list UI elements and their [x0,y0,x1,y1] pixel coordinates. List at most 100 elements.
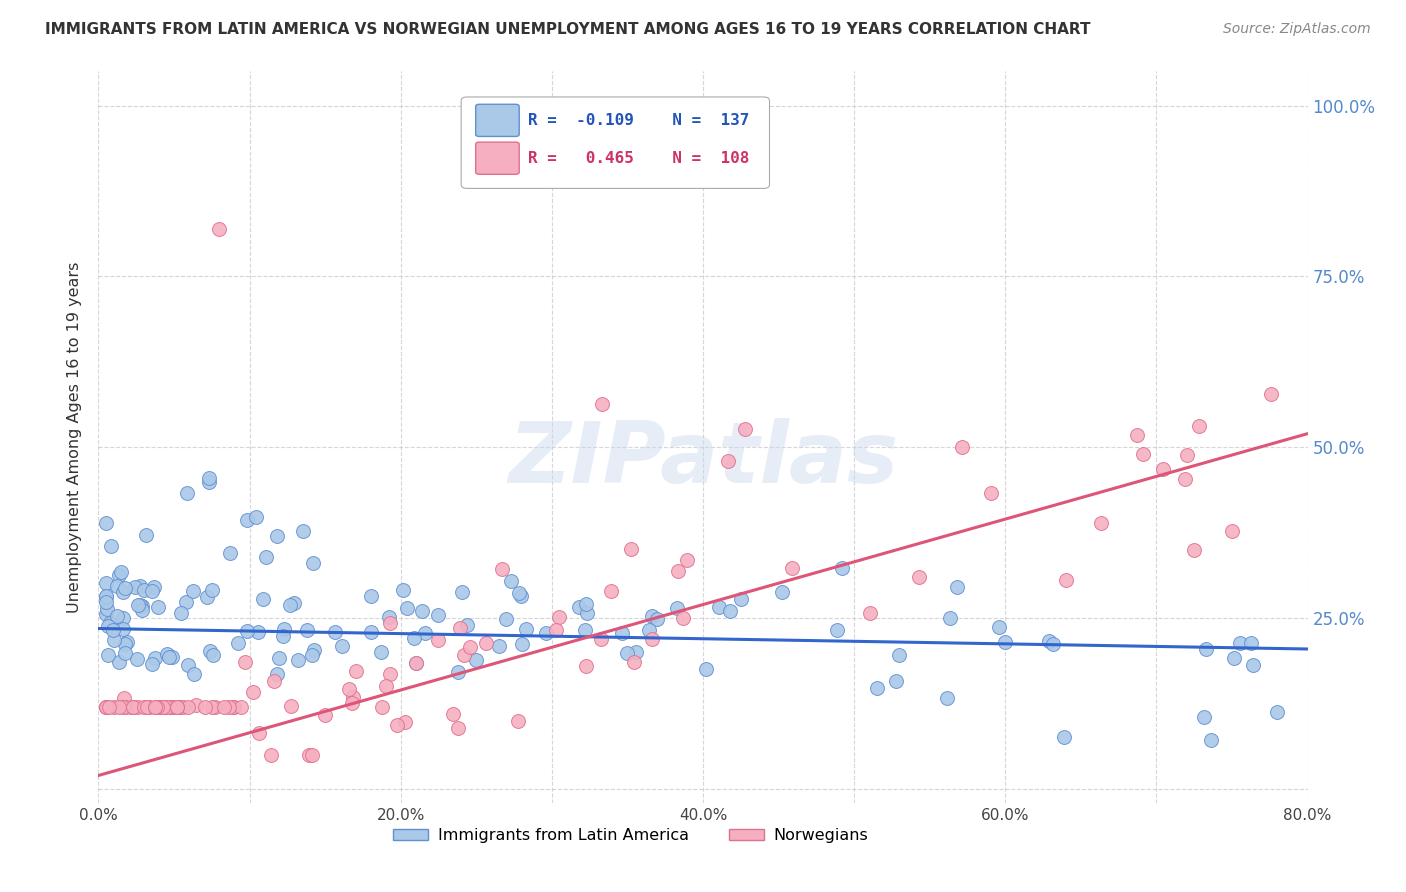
Text: IMMIGRANTS FROM LATIN AMERICA VS NORWEGIAN UNEMPLOYMENT AMONG AGES 16 TO 19 YEAR: IMMIGRANTS FROM LATIN AMERICA VS NORWEGI… [45,22,1091,37]
Point [378,666,401,681]
Point [508,714,530,728]
Point [97,648,120,663]
Point [1174,472,1197,486]
Point [246,624,269,639]
Point [177,658,200,673]
Point [616,646,638,660]
Point [884,674,907,689]
Point [153,700,176,714]
Legend: Immigrants from Latin America, Norwegians: Immigrants from Latin America, Norwegian… [387,822,875,850]
Point [491,561,513,575]
Point [105,579,128,593]
Point [676,552,699,566]
Point [152,700,174,714]
Point [283,596,305,610]
Point [236,513,259,527]
Point [378,615,401,630]
Point [1188,418,1211,433]
Point [127,700,149,714]
Point [141,657,163,672]
Point [94,607,117,621]
Point [426,608,449,623]
Point [1229,635,1251,649]
Point [278,598,301,612]
Point [304,643,326,657]
Point [226,636,249,650]
Point [1195,641,1218,656]
Point [200,583,222,598]
Point [112,585,135,599]
Point [176,486,198,500]
Point [548,609,571,624]
Point [136,700,159,714]
Point [370,645,392,659]
Point [94,700,117,714]
Point [97,619,120,633]
Point [509,589,531,603]
Point [172,700,194,714]
Point [134,700,156,714]
Point [125,651,148,665]
Point [323,625,346,640]
Point [495,612,517,626]
Point [252,591,274,606]
Point [94,516,117,531]
Point [589,632,612,646]
Point [377,610,399,624]
Point [536,626,558,640]
Point [138,700,160,714]
Point [330,639,353,653]
Point [131,599,153,613]
Point [148,700,170,714]
Point [488,639,510,653]
Point [730,591,752,606]
Point [197,471,219,485]
Point [1152,461,1174,475]
Point [111,700,134,714]
Point [451,584,474,599]
Point [135,528,157,542]
Point [121,700,143,714]
Point [204,700,226,714]
Point [224,700,246,714]
Point [475,636,498,650]
Point [413,625,436,640]
Point [94,700,117,714]
Point [198,475,221,489]
Point [392,582,415,597]
Point [184,698,207,712]
Point [114,637,136,651]
Point [707,599,730,614]
Point [218,700,240,714]
Point [385,717,408,731]
Point [515,622,537,636]
Point [510,637,533,651]
Point [314,708,336,723]
FancyBboxPatch shape [475,142,519,174]
Point [831,561,853,575]
Point [108,655,131,669]
FancyBboxPatch shape [461,97,769,188]
Point [127,599,149,613]
Point [695,661,717,675]
Point [266,529,288,543]
Point [938,610,960,624]
Point [166,700,188,714]
Text: R =  -0.109    N =  137: R = -0.109 N = 137 [527,113,749,128]
Point [222,700,245,714]
Point [508,586,530,600]
Point [405,656,427,670]
Point [96,700,118,714]
Point [1240,636,1263,650]
Point [405,657,427,671]
Point [1175,449,1198,463]
Point [620,541,643,556]
Point [623,655,645,669]
Point [108,567,131,582]
Point [672,611,695,625]
Point [889,648,911,662]
Point [143,700,166,714]
Point [170,606,193,620]
Point [449,621,471,635]
Point [641,609,664,624]
